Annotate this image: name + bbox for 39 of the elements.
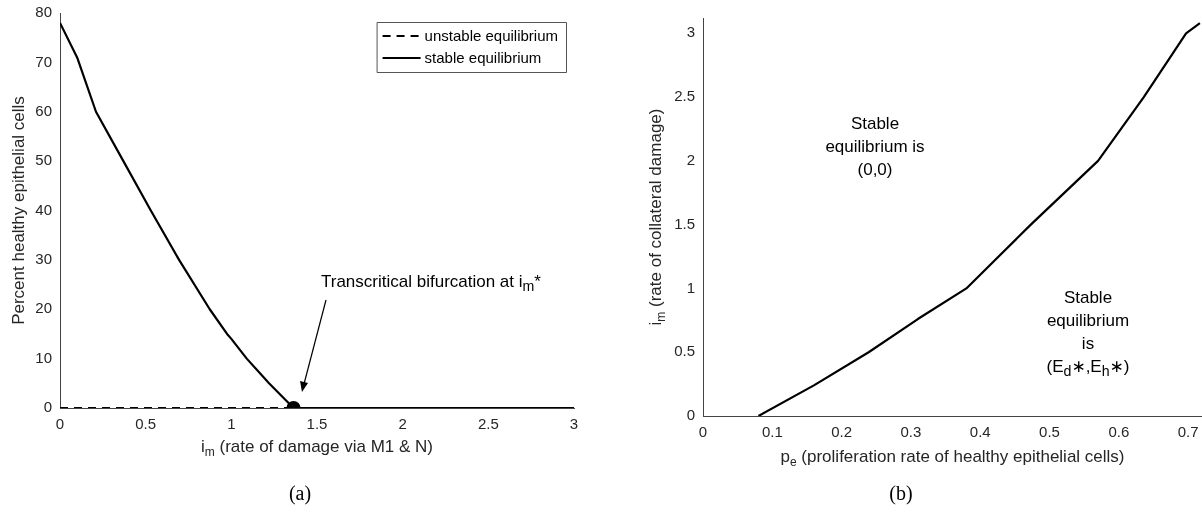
x-tick-label: 1 [227, 415, 236, 433]
y-tick-label: 2.5 [674, 87, 695, 105]
y-tick-label: 2 [686, 151, 695, 169]
x-tick-label: 0 [698, 423, 708, 441]
annotation: Stable equilibrium is (0,0) [825, 114, 925, 179]
x-tick-label: 0.5 [1039, 423, 1060, 441]
y-tick-label: 60 [35, 101, 52, 119]
y-tick-label: 40 [35, 200, 52, 218]
x-tick-label: 0.3 [900, 423, 922, 441]
legend-label: unstable equilibrium [424, 27, 559, 45]
x-tick-label: 1.5 [306, 415, 328, 433]
y-tick-label: 70 [35, 52, 52, 70]
x-tick-label: 0.7 [1177, 423, 1199, 441]
y-axis-title: im (rate of collateral damage) [646, 108, 669, 326]
x-tick-label: 0.5 [135, 415, 157, 433]
text: (a) [287, 482, 313, 505]
x-tick-label: 0.2 [831, 423, 853, 441]
y-tick-label: 10 [35, 348, 52, 366]
annotation: Stable equilibrium is (E$_{d}$∗,E$_{h}$∗) [1046, 288, 1130, 380]
x-tick-label: 0.1 [761, 423, 783, 441]
y-tick-label: 20 [35, 299, 52, 317]
x-tick-label: 0.6 [1108, 423, 1130, 441]
x-tick-label: 0 [55, 415, 65, 433]
y-tick-label: 0.5 [674, 342, 695, 360]
annotation: Transcritical bifurcation at i$_{m}$* [321, 272, 541, 295]
y-tick-label: 1.5 [674, 214, 695, 232]
text: (b) [888, 482, 914, 505]
y-tick-label: 50 [35, 151, 52, 169]
legend-label: stable equilibrium [424, 49, 542, 67]
y-tick-label: 0 [43, 398, 52, 416]
x-tick-label: 2 [398, 415, 407, 433]
x-tick-label: 3 [569, 415, 579, 433]
x-tick-label: 0.4 [969, 423, 991, 441]
y-axis-title: Percent healthy epithelial cells [9, 96, 28, 325]
y-tick-label: 30 [35, 250, 52, 268]
x-tick-label: 2.5 [477, 415, 499, 433]
y-tick-label: 80 [35, 3, 52, 21]
y-tick-label: 3 [686, 23, 695, 41]
y-tick-label: 1 [686, 278, 695, 296]
